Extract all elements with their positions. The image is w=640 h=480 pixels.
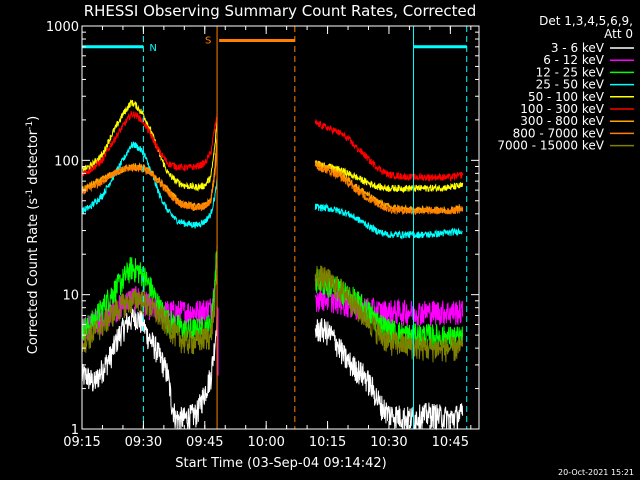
x-tick-label: 09:15 [63, 435, 100, 450]
chart-title: RHESSI Observing Summary Count Rates, Co… [84, 2, 477, 20]
series-b-3 [314, 203, 463, 240]
legend-label: 50 - 100 keV [528, 90, 605, 104]
series-b-5 [314, 118, 464, 183]
x-tick-label: 10:00 [247, 435, 284, 450]
x-tick-label: 09:45 [186, 435, 223, 450]
y-axis-label-end: ) [26, 116, 41, 121]
night-label: N [149, 43, 156, 54]
legend-label: 25 - 50 keV [536, 78, 605, 92]
axes: 09:15 09:30 09:45 10:00 10:15 10:30 10:45 1 10 10… [46, 20, 480, 450]
legend-label: 6 - 12 keV [543, 53, 605, 67]
series-b-0 [314, 317, 464, 431]
x-tick-label: 10:15 [309, 435, 346, 450]
legend-header-1: Det 1,3,4,5,6,9, [539, 14, 633, 28]
legend-label: 300 - 800 keV [520, 114, 604, 128]
plot-area: NS [81, 26, 468, 431]
x-tick-label: 09:30 [125, 435, 162, 450]
y-axis-label-sup2: -1 [25, 121, 35, 130]
plot-frame [81, 25, 480, 430]
series-a-5 [81, 111, 218, 177]
y-tick-label: 1 [71, 423, 79, 438]
y-tick-label: 100 [54, 154, 79, 169]
x-tick-label: 10:30 [370, 435, 407, 450]
series-b-7 [314, 161, 464, 216]
x-axis-label: Start Time (03-Sep-04 09:14:42) [175, 456, 386, 471]
saa-label: S [205, 35, 211, 46]
timestamp: 20-Oct-2021 15:21 [558, 468, 634, 477]
y-axis-label-mid: detector [26, 129, 41, 189]
y-tick-label: 1000 [46, 20, 79, 35]
legend-header-2: Att 0 [604, 27, 633, 41]
series-b-4 [314, 160, 464, 194]
legend-label: 12 - 25 keV [536, 65, 605, 79]
y-axis-label: Corrected Count Rate (s-1 detector-1) [25, 116, 41, 354]
x-tick-label: 10:45 [432, 435, 469, 450]
series-a-6 [81, 137, 218, 211]
series-a-0 [81, 305, 218, 430]
y-axis-label-main: Corrected Count Rate (s [26, 198, 41, 355]
legend-label: 7000 - 15000 keV [497, 139, 604, 153]
y-axis-label-sup1: -1 [25, 189, 35, 198]
series-a-2 [81, 245, 218, 343]
series-a-8 [81, 274, 218, 355]
legend-label: 3 - 6 keV [551, 41, 605, 55]
y-tick-label: 10 [62, 289, 79, 304]
series-b-8 [314, 265, 464, 363]
legend-label: 800 - 7000 keV [513, 126, 605, 140]
legend-label: 100 - 300 keV [520, 102, 604, 116]
series-a-3 [81, 141, 218, 229]
series-a-7 [81, 147, 218, 212]
